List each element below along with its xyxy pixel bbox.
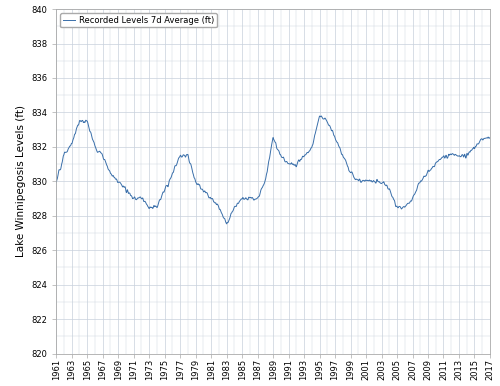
Recorded Levels 7d Average (ft): [81, 120, 87, 124]
Recorded Levels 7d Average (ft): [114, 179, 120, 184]
Recorded Levels 7d Average (ft): [120, 184, 126, 188]
Recorded Levels 7d Average (ft): [451, 153, 457, 157]
Recorded Levels 7d Average (ft): [268, 147, 274, 152]
Recorded Levels 7d Average (ft): [224, 222, 230, 226]
Line: Recorded Levels 7d Average (ft): Recorded Levels 7d Average (ft): [56, 116, 490, 224]
Legend: Recorded Levels 7d Average (ft): Recorded Levels 7d Average (ft): [60, 13, 216, 27]
Recorded Levels 7d Average (ft): [487, 135, 493, 140]
Recorded Levels 7d Average (ft): [318, 113, 324, 118]
Recorded Levels 7d Average (ft): [439, 155, 445, 160]
Recorded Levels 7d Average (ft): [54, 180, 60, 185]
Y-axis label: Lake Winnipegosis Levels (ft): Lake Winnipegosis Levels (ft): [16, 105, 26, 257]
